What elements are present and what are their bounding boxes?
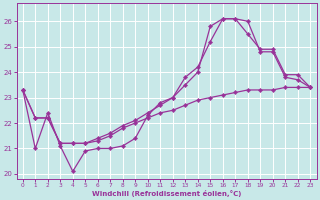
X-axis label: Windchill (Refroidissement éolien,°C): Windchill (Refroidissement éolien,°C)	[92, 190, 241, 197]
